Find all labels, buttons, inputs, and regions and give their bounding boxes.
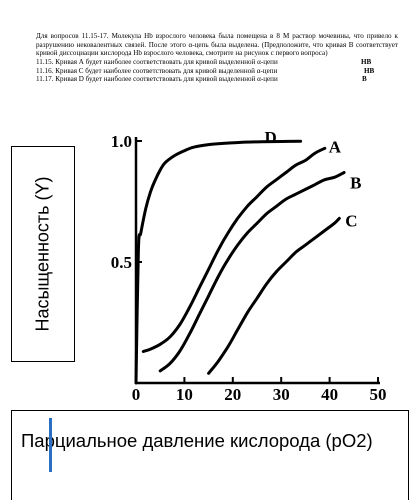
x-tick-label: 40	[321, 385, 338, 404]
x-tick-label: 20	[224, 385, 241, 404]
question-block: Для вопросов 11.15-17. Молекула Hb взрос…	[36, 32, 398, 84]
curve-label-B: B	[350, 173, 361, 192]
curve-C	[207, 216, 341, 375]
question-item-text: 11.15. Кривая А будет наиболее соответст…	[36, 57, 278, 66]
question-item-answer: HB	[364, 66, 375, 75]
curve-D	[134, 139, 303, 385]
question-item-text: 11.17. Кривая D будет наиболее соответст…	[36, 75, 278, 84]
question-item-text: 11.16. Кривая С будет наиболее соответст…	[36, 66, 278, 75]
question-item-answer: B	[362, 75, 367, 84]
x-axis-label-box: Парциальное давление кислорода (pO2)	[11, 410, 409, 500]
curve-B	[158, 171, 346, 373]
x-tick-label: 30	[273, 385, 290, 404]
curve-label-A: A	[329, 137, 342, 156]
text-cursor	[49, 418, 52, 472]
question-intro: Для вопросов 11.15-17. Молекула Hb взрос…	[36, 32, 398, 58]
curve-A	[141, 146, 327, 353]
question-item-11-17: 11.17. Кривая D будет наиболее соответст…	[36, 75, 398, 84]
chart-curves	[134, 139, 346, 385]
y-axis-label-box: Насыщенность (Y)	[11, 146, 75, 362]
curve-label-C: C	[345, 211, 357, 230]
x-tick-label: 10	[176, 385, 193, 404]
x-axis-label: Парциальное давление кислорода (pO2)	[21, 430, 373, 451]
question-item-11-15: 11.15. Кривая А будет наиболее соответст…	[36, 58, 398, 67]
y-tick-label: 1.0	[111, 132, 132, 151]
curve-label-D: D	[265, 128, 277, 147]
question-item-11-16: 11.16. Кривая С будет наиболее соответст…	[36, 67, 398, 76]
question-item-answer: HB	[361, 57, 372, 66]
x-tick-label: 50	[370, 385, 387, 404]
chart-series-labels: D ABC	[265, 128, 362, 230]
x-tick-label: 0	[132, 385, 141, 404]
y-tick-label: 0.5	[111, 253, 132, 272]
